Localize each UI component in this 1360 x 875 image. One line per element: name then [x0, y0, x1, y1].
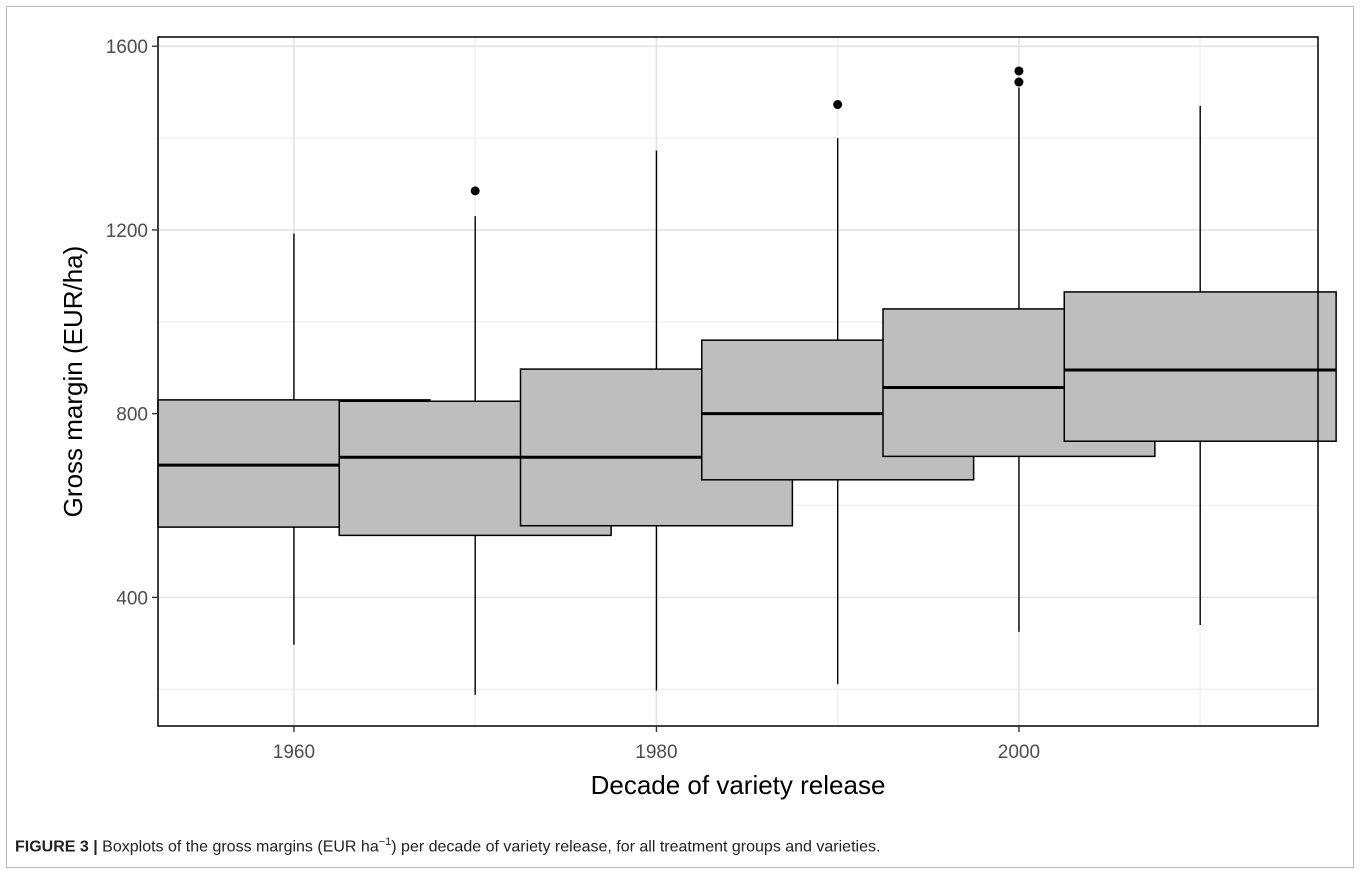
x-tick-label: 2000: [998, 742, 1040, 763]
outlier-point: [470, 186, 480, 196]
caption-text-after: ) per decade of variety release, for all…: [391, 838, 881, 856]
box-iqr: [1063, 291, 1337, 442]
x-axis-title: Decade of variety release: [591, 770, 886, 800]
y-tick-label: 400: [116, 588, 148, 609]
caption-label: FIGURE 3 |: [15, 838, 98, 856]
caption-superscript: −1: [378, 836, 392, 848]
y-tick-label: 800: [116, 405, 148, 426]
tick-layer: 400 800 1200 1600 1960 1980 2000: [106, 37, 1040, 763]
y-tick-label: 1200: [106, 221, 148, 242]
figure-caption: FIGURE 3 | Boxplots of the gross margins…: [15, 836, 880, 856]
boxplot-chart: 400 800 1200 1600 1960 1980 2000 Decade of var…: [58, 36, 1337, 800]
outlier-point: [1014, 77, 1024, 87]
panel-border: [157, 36, 1319, 727]
y-tick-label: 1600: [106, 37, 148, 58]
caption-text-before: Boxplots of the gross margins (EUR ha: [97, 838, 379, 856]
outlier-point: [833, 100, 843, 110]
y-axis-title: Gross margin (EUR/ha): [58, 246, 88, 518]
x-tick-label: 1960: [273, 742, 315, 763]
x-tick-label: 1980: [635, 742, 677, 763]
outlier-point: [1014, 66, 1024, 76]
box-layer: [157, 66, 1337, 695]
